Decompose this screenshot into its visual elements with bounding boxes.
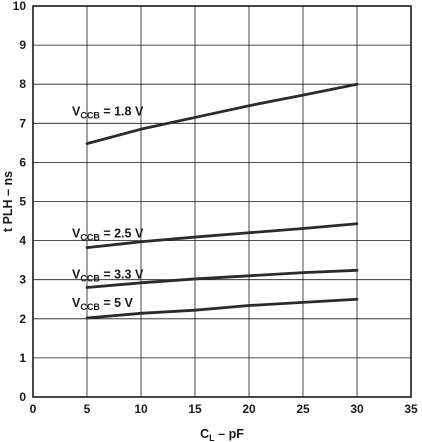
x-tick-label: 30 xyxy=(350,402,364,416)
x-axis-title: CL – pF xyxy=(200,427,244,442)
series-line xyxy=(85,82,359,146)
series-line xyxy=(85,222,359,250)
y-tick-label: 1 xyxy=(19,351,26,365)
y-tick-labels: 0 1 2 3 4 5 6 7 8 9 10 xyxy=(13,0,27,404)
series-labels: VCCB = 1.8 V VCCB = 2.5 V VCCB = 3.3 V VCCB… xyxy=(72,105,144,312)
x-tick-label: 10 xyxy=(134,402,148,416)
series-line xyxy=(85,297,359,320)
y-tick-label: 0 xyxy=(19,390,26,404)
series-label: VCCB = 5 V xyxy=(72,296,134,312)
y-tick-label: 4 xyxy=(19,234,26,248)
y-tick-label: 7 xyxy=(19,116,26,130)
y-tick-label: 5 xyxy=(19,195,26,209)
x-tick-label: 35 xyxy=(404,402,418,416)
series-label: VCCB = 3.3 V xyxy=(72,268,144,284)
x-tick-label: 15 xyxy=(188,402,202,416)
y-tick-label: 6 xyxy=(19,155,26,169)
y-tick-label: 8 xyxy=(19,77,26,91)
grid xyxy=(33,6,411,397)
series-label: VCCB = 2.5 V xyxy=(72,227,144,243)
y-tick-label: 9 xyxy=(19,38,26,52)
plot-frame xyxy=(32,5,412,398)
y-tick-label: 3 xyxy=(19,273,26,287)
y-tick-label: 10 xyxy=(13,0,27,13)
x-tick-labels: 0 5 10 15 20 25 30 35 xyxy=(30,402,418,416)
x-tick-label: 20 xyxy=(242,402,256,416)
series-label: VCCB = 1.8 V xyxy=(72,105,144,121)
series-group xyxy=(85,82,359,320)
y-tick-label: 2 xyxy=(19,312,26,326)
x-tick-label: 0 xyxy=(30,402,37,416)
series-line xyxy=(85,268,359,289)
x-tick-label: 25 xyxy=(296,402,310,416)
x-tick-label: 5 xyxy=(84,402,91,416)
y-axis-title: t PLH – ns xyxy=(1,171,15,232)
